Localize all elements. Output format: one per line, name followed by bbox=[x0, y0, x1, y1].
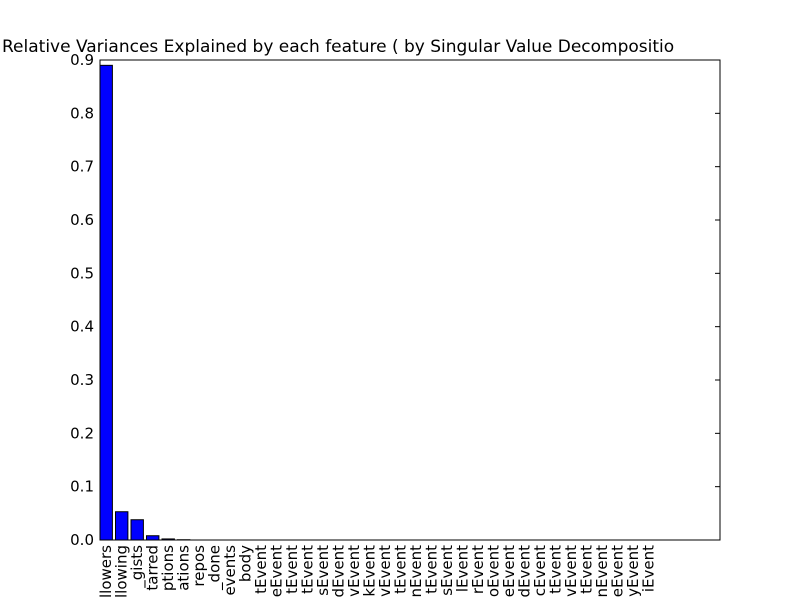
x-tick-label: llowers bbox=[97, 545, 115, 598]
x-tick-label: tEvent bbox=[283, 545, 301, 594]
bar bbox=[115, 511, 129, 541]
bar bbox=[130, 519, 144, 541]
x-tick-label: eEvent bbox=[500, 545, 518, 597]
x-tick-label: events bbox=[221, 545, 239, 596]
y-tick-label: 0.3 bbox=[70, 371, 94, 389]
y-tick-label: 0.7 bbox=[70, 158, 94, 176]
x-tick-label: vEvent bbox=[345, 545, 363, 597]
x-tick-label: iEvent bbox=[640, 545, 658, 592]
x-tick-label: eEvent bbox=[609, 545, 627, 597]
x-tick-label: nEvent bbox=[593, 545, 611, 598]
x-tick-label: repos bbox=[190, 545, 208, 587]
x-tick-label: ations bbox=[175, 545, 193, 591]
x-tick-label: nEvent bbox=[407, 545, 425, 598]
x-tick-label: tEvent bbox=[547, 545, 565, 594]
chart-title: Relative Variances Explained by each fea… bbox=[2, 37, 674, 57]
x-tick-label: tEvent bbox=[392, 545, 410, 594]
x-tick-label: lEvent bbox=[454, 545, 472, 592]
bar bbox=[146, 535, 160, 541]
bar bbox=[161, 538, 175, 541]
x-tick-label: yEvent bbox=[624, 545, 642, 597]
x-tick-label: sEvent bbox=[438, 545, 456, 596]
x-tick-label: oEvent bbox=[485, 545, 503, 597]
y-tick-label: 0.1 bbox=[70, 478, 94, 496]
y-tick-label: 0.8 bbox=[70, 104, 94, 122]
y-tick-label: 0.0 bbox=[70, 531, 94, 549]
axes-frame bbox=[99, 59, 721, 541]
x-tick-label: eEvent bbox=[268, 545, 286, 597]
x-tick-label: tEvent bbox=[252, 545, 270, 594]
y-tick-label: 0.6 bbox=[70, 211, 94, 229]
x-tick-label: cEvent bbox=[531, 545, 549, 596]
x-tick-label: dEvent bbox=[516, 545, 534, 598]
y-tick-label: 0.9 bbox=[70, 51, 94, 69]
x-tick-label: vEvent bbox=[562, 545, 580, 597]
x-tick-label: rEvent bbox=[469, 545, 487, 594]
x-tick-label: _gists bbox=[128, 545, 147, 589]
x-tick-label: body bbox=[237, 545, 255, 582]
x-tick-label: _done bbox=[206, 545, 225, 591]
y-tick-label: 0.5 bbox=[70, 264, 94, 282]
y-tick-label: 0.4 bbox=[70, 318, 94, 336]
x-tick-label: tEvent bbox=[299, 545, 317, 594]
bar bbox=[99, 64, 113, 541]
x-tick-label: tarred bbox=[144, 545, 162, 591]
x-tick-label: tEvent bbox=[423, 545, 441, 594]
x-tick-label: llowing bbox=[113, 545, 131, 598]
x-tick-label: sEvent bbox=[314, 545, 332, 596]
x-tick-label: vEvent bbox=[376, 545, 394, 597]
x-tick-label: tEvent bbox=[578, 545, 596, 594]
x-tick-label: dEvent bbox=[330, 545, 348, 598]
y-tick-label: 0.2 bbox=[70, 424, 94, 442]
x-tick-label: kEvent bbox=[361, 545, 379, 597]
x-tick-label: ptions bbox=[159, 545, 177, 591]
